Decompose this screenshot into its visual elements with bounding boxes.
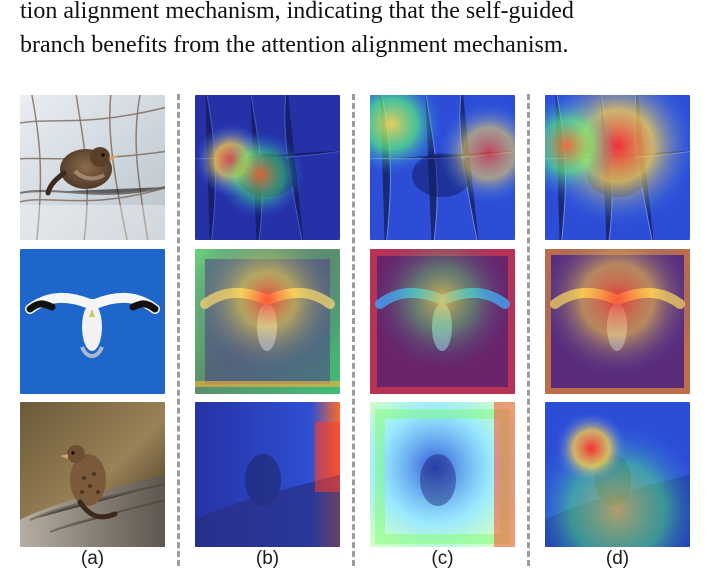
column-divider-3 [527,94,530,566]
heatmap-b-row2 [195,249,340,394]
label-a: (a) [80,548,105,569]
heatmap-b-row1 [195,95,340,240]
heatmap-c-row1 [370,95,515,240]
image-a-sparrow-branches [20,95,165,240]
label-c: (c) [431,548,454,569]
paragraph-line-2: branch benefits from the attention align… [20,32,569,58]
heatmap-d-row2 [545,249,690,394]
heatmap-d-row1 [545,95,690,240]
heatmap-b-row3 [195,402,340,547]
column-divider-1 [177,94,180,566]
heatmap-d-row3 [545,402,690,547]
heatmap-c-row3 [370,402,515,547]
label-b: (b) [255,548,280,569]
image-a-seagull-blue-sky [20,249,165,394]
paragraph-line-1: tion alignment mechanism, indicating tha… [20,0,574,24]
label-d: (d) [605,548,630,569]
paragraph-text: tion alignment mechanism, indicating tha… [20,0,692,60]
column-divider-2 [352,94,355,566]
heatmap-c-row2 [370,249,515,394]
image-a-sparrow-on-log [20,402,165,547]
